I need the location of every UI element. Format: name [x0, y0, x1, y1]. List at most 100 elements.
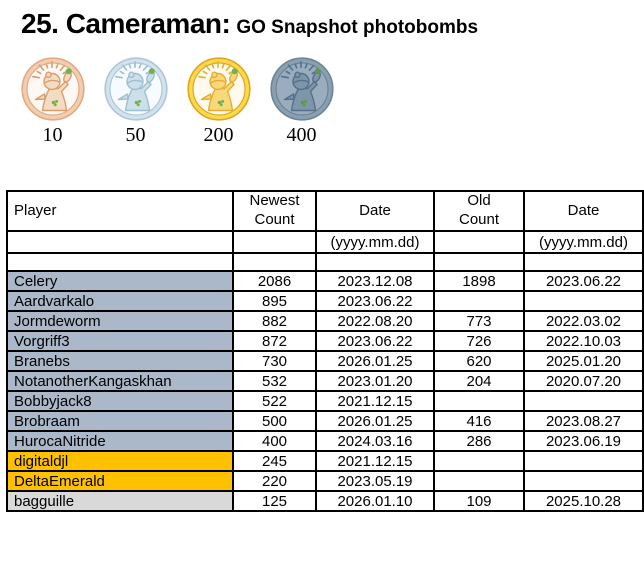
- old-count-cell: 109: [433, 490, 525, 512]
- table-row: Vorgriff3 872 2023.06.22 726 2022.10.03: [6, 330, 644, 352]
- old-date-cell: [523, 470, 644, 492]
- old-count-cell: 620: [433, 350, 525, 372]
- newest-count-cell: 882: [232, 310, 317, 332]
- newest-count-cell: 895: [232, 290, 317, 312]
- table-row: HurocaNitride 400 2024.03.16 286 2023.06…: [6, 430, 644, 452]
- medal-number-title: 25. Cameraman:: [21, 8, 231, 39]
- old-count-cell: [433, 450, 525, 472]
- old-count-cell: 204: [433, 370, 525, 392]
- bronze-medal-icon: [21, 57, 85, 121]
- newest-date-cell: 2026.01.10: [315, 490, 435, 512]
- old-count-cell: [433, 290, 525, 312]
- player-cell: NotanotherKangaskhan: [6, 370, 234, 392]
- newest-count-cell: 2086: [232, 270, 317, 292]
- newest-count-cell: 730: [232, 350, 317, 372]
- newest-count-cell: 872: [232, 330, 317, 352]
- table-row: NotanotherKangaskhan 532 2023.01.20 204 …: [6, 370, 644, 392]
- platinum-medal-slot: 400: [269, 57, 334, 146]
- empty-cell: [232, 252, 317, 272]
- old-count-cell: 286: [433, 430, 525, 452]
- player-cell: Celery: [6, 270, 234, 292]
- leaderboard-table: Player Newest Count Date Old Count Date …: [6, 190, 644, 512]
- newest-date-cell: 2023.05.19: [315, 470, 435, 492]
- page-title: 25. Cameraman: GO Snapshot photobombs: [21, 8, 478, 40]
- spacer-row: [6, 252, 644, 272]
- newest-count-cell: 522: [232, 390, 317, 412]
- old-date-cell: 2020.07.20: [523, 370, 644, 392]
- player-cell: bagguille: [6, 490, 234, 512]
- table-row: Brobraam 500 2026.01.25 416 2023.08.27: [6, 410, 644, 432]
- platinum-medal-icon: [270, 57, 334, 121]
- empty-cell: [315, 252, 435, 272]
- empty-cell: [6, 230, 234, 254]
- newest-date-cell: 2024.03.16: [315, 430, 435, 452]
- old-count-cell: 726: [433, 330, 525, 352]
- empty-cell: [523, 252, 644, 272]
- old-count-cell: 773: [433, 310, 525, 332]
- header-player: Player: [6, 190, 234, 232]
- table-row: Celery 2086 2023.12.08 1898 2023.06.22: [6, 270, 644, 292]
- newest-date-cell: 2026.01.25: [315, 350, 435, 372]
- player-cell: Bobbyjack8: [6, 390, 234, 412]
- newest-count-cell: 400: [232, 430, 317, 452]
- player-cell: DeltaEmerald: [6, 470, 234, 492]
- newest-date-cell: 2023.12.08: [315, 270, 435, 292]
- newest-count-cell: 532: [232, 370, 317, 392]
- newest-count-cell: 125: [232, 490, 317, 512]
- header-old-count: Old Count: [433, 190, 525, 232]
- player-cell: digitaldjl: [6, 450, 234, 472]
- old-date-cell: 2025.10.28: [523, 490, 644, 512]
- newest-count-cell: 220: [232, 470, 317, 492]
- gold-medal-icon: [187, 57, 251, 121]
- old-date-cell: 2022.10.03: [523, 330, 644, 352]
- newest-date-format-hint: (yyyy.mm.dd): [315, 230, 435, 254]
- table-row: digitaldjl 245 2021.12.15: [6, 450, 644, 472]
- date-format-row: (yyyy.mm.dd) (yyyy.mm.dd): [6, 230, 644, 254]
- old-count-cell: 1898: [433, 270, 525, 292]
- player-cell: HurocaNitride: [6, 430, 234, 452]
- old-date-cell: 2025.01.20: [523, 350, 644, 372]
- newest-date-cell: 2026.01.25: [315, 410, 435, 432]
- old-count-cell: 416: [433, 410, 525, 432]
- old-date-cell: 2023.06.22: [523, 270, 644, 292]
- table-row: bagguille 125 2026.01.10 109 2025.10.28: [6, 490, 644, 512]
- silver-medal-slot: 50: [103, 57, 168, 146]
- header-old-date: Date: [523, 190, 644, 232]
- gold-threshold: 200: [203, 124, 234, 146]
- silver-threshold: 50: [125, 124, 146, 146]
- newest-date-cell: 2021.12.15: [315, 450, 435, 472]
- table-row: Jormdeworm 882 2022.08.20 773 2022.03.02: [6, 310, 644, 332]
- silver-medal-icon: [104, 57, 168, 121]
- old-date-cell: 2023.08.27: [523, 410, 644, 432]
- header-row: Player Newest Count Date Old Count Date: [6, 190, 644, 232]
- bronze-threshold: 10: [42, 124, 63, 146]
- player-cell: Aardvarkalo: [6, 290, 234, 312]
- newest-date-cell: 2022.08.20: [315, 310, 435, 332]
- empty-cell: [433, 230, 525, 254]
- table-row: Aardvarkalo 895 2023.06.22: [6, 290, 644, 312]
- old-count-cell: [433, 470, 525, 492]
- player-cell: Brobraam: [6, 410, 234, 432]
- old-date-cell: [523, 290, 644, 312]
- newest-count-cell: 500: [232, 410, 317, 432]
- old-date-cell: [523, 390, 644, 412]
- medal-tier-row: 10 50 200 400: [20, 57, 334, 146]
- newest-count-cell: 245: [232, 450, 317, 472]
- old-date-format-hint: (yyyy.mm.dd): [523, 230, 644, 254]
- bronze-medal-slot: 10: [20, 57, 85, 146]
- newest-date-cell: 2023.01.20: [315, 370, 435, 392]
- empty-cell: [232, 230, 317, 254]
- platinum-threshold: 400: [286, 124, 317, 146]
- newest-date-cell: 2023.06.22: [315, 330, 435, 352]
- header-newest-date: Date: [315, 190, 435, 232]
- player-cell: Branebs: [6, 350, 234, 372]
- player-cell: Vorgriff3: [6, 330, 234, 352]
- gold-medal-slot: 200: [186, 57, 251, 146]
- table-row: Bobbyjack8 522 2021.12.15: [6, 390, 644, 412]
- old-date-cell: 2022.03.02: [523, 310, 644, 332]
- empty-cell: [433, 252, 525, 272]
- newest-date-cell: 2023.06.22: [315, 290, 435, 312]
- table-row: Branebs 730 2026.01.25 620 2025.01.20: [6, 350, 644, 372]
- player-cell: Jormdeworm: [6, 310, 234, 332]
